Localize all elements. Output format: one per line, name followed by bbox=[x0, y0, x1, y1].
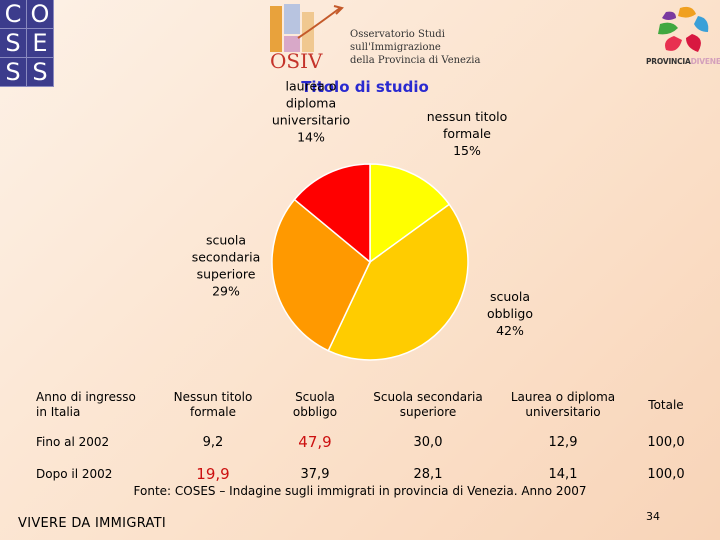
provincia-bold: PROVINCIA bbox=[646, 57, 691, 66]
data-table: Anno di ingresso in Italia Nessun titolo f… bbox=[36, 384, 700, 490]
page-number: 34 bbox=[646, 510, 660, 523]
table-cell: Dopo il 2002 bbox=[36, 467, 113, 481]
osiv-caption: Osservatorio Studi sull'Immigrazione del… bbox=[350, 28, 480, 67]
coses-letter: S bbox=[0, 29, 27, 58]
table-cell: 9,2 bbox=[202, 434, 224, 450]
provincia-light: DIVENEZIA bbox=[690, 57, 720, 66]
pie-slice-label: nessun titolo formale 15% bbox=[427, 109, 508, 158]
table-cell: 12,9 bbox=[548, 434, 578, 450]
osiv-logo: OSIV bbox=[270, 4, 344, 72]
pie-slice-label: laurea o diploma universitario 14% bbox=[272, 79, 350, 145]
pie-slice-label: scuola obbligo 42% bbox=[487, 289, 533, 338]
coses-letter: C bbox=[0, 0, 27, 29]
table-header-cell: Nessun titolo formale bbox=[173, 390, 253, 419]
table-cell: 14,1 bbox=[548, 466, 578, 482]
osiv-line: della Provincia di Venezia bbox=[350, 55, 481, 66]
table-header-cell: Totale bbox=[648, 397, 684, 412]
table-cell: Fino al 2002 bbox=[36, 435, 110, 449]
source-note: Fonte: COSES – Indagine sugli immigrati … bbox=[133, 484, 587, 498]
table-cell: 30,0 bbox=[413, 434, 443, 450]
pie-slice bbox=[293, 163, 371, 264]
table-header-row: Anno di ingresso in Italia Nessun titolo f… bbox=[36, 384, 700, 426]
table-row: Fino al 2002 9,2 47,9 30,0 12,9 100,0 bbox=[36, 426, 700, 458]
pie-slice bbox=[369, 163, 451, 264]
provincia-label: PROVINCIADIVENEZIA bbox=[646, 57, 720, 66]
table-cell: 47,9 bbox=[298, 433, 332, 451]
table-cell: 19,9 bbox=[196, 465, 230, 483]
table-header-cell: Scuola secondaria superiore bbox=[373, 390, 483, 419]
coses-letter: S bbox=[0, 58, 27, 87]
table-header-cell: Laurea o diploma universitario bbox=[510, 390, 616, 419]
provincia-logo bbox=[658, 6, 709, 52]
pie-slice-label: scuola secondaria superiore 29% bbox=[192, 233, 261, 299]
coses-letter: S bbox=[27, 58, 54, 87]
chart-title: Titolo di studio bbox=[301, 78, 429, 96]
osiv-mark: OSIV bbox=[270, 49, 323, 72]
pie-chart: nessun titolo formale 15% scuola obbligo 42% s… bbox=[192, 79, 533, 361]
coses-letter: O bbox=[27, 0, 54, 29]
osiv-line: Osservatorio Studi bbox=[350, 29, 445, 40]
table-cell: 37,9 bbox=[300, 466, 330, 482]
table-header-cell: Anno di ingresso in Italia bbox=[36, 390, 136, 419]
table-row: Dopo il 2002 19,9 37,9 28,1 14,1 100,0 bbox=[36, 458, 700, 490]
pie-slice bbox=[327, 203, 469, 361]
osiv-line: sull'Immigrazione bbox=[350, 42, 441, 53]
pie-slice bbox=[271, 198, 371, 352]
table-cell: 28,1 bbox=[413, 466, 443, 482]
table-cell: 100,0 bbox=[647, 434, 685, 450]
footer-title: VIVERE DA IMMIGRATI bbox=[18, 516, 167, 531]
table-cell: 100,0 bbox=[647, 466, 685, 482]
coses-letter: E bbox=[27, 29, 54, 58]
coses-logo: C O S E S S bbox=[0, 0, 54, 87]
table-header-cell: Scuola obbligo bbox=[292, 390, 338, 419]
